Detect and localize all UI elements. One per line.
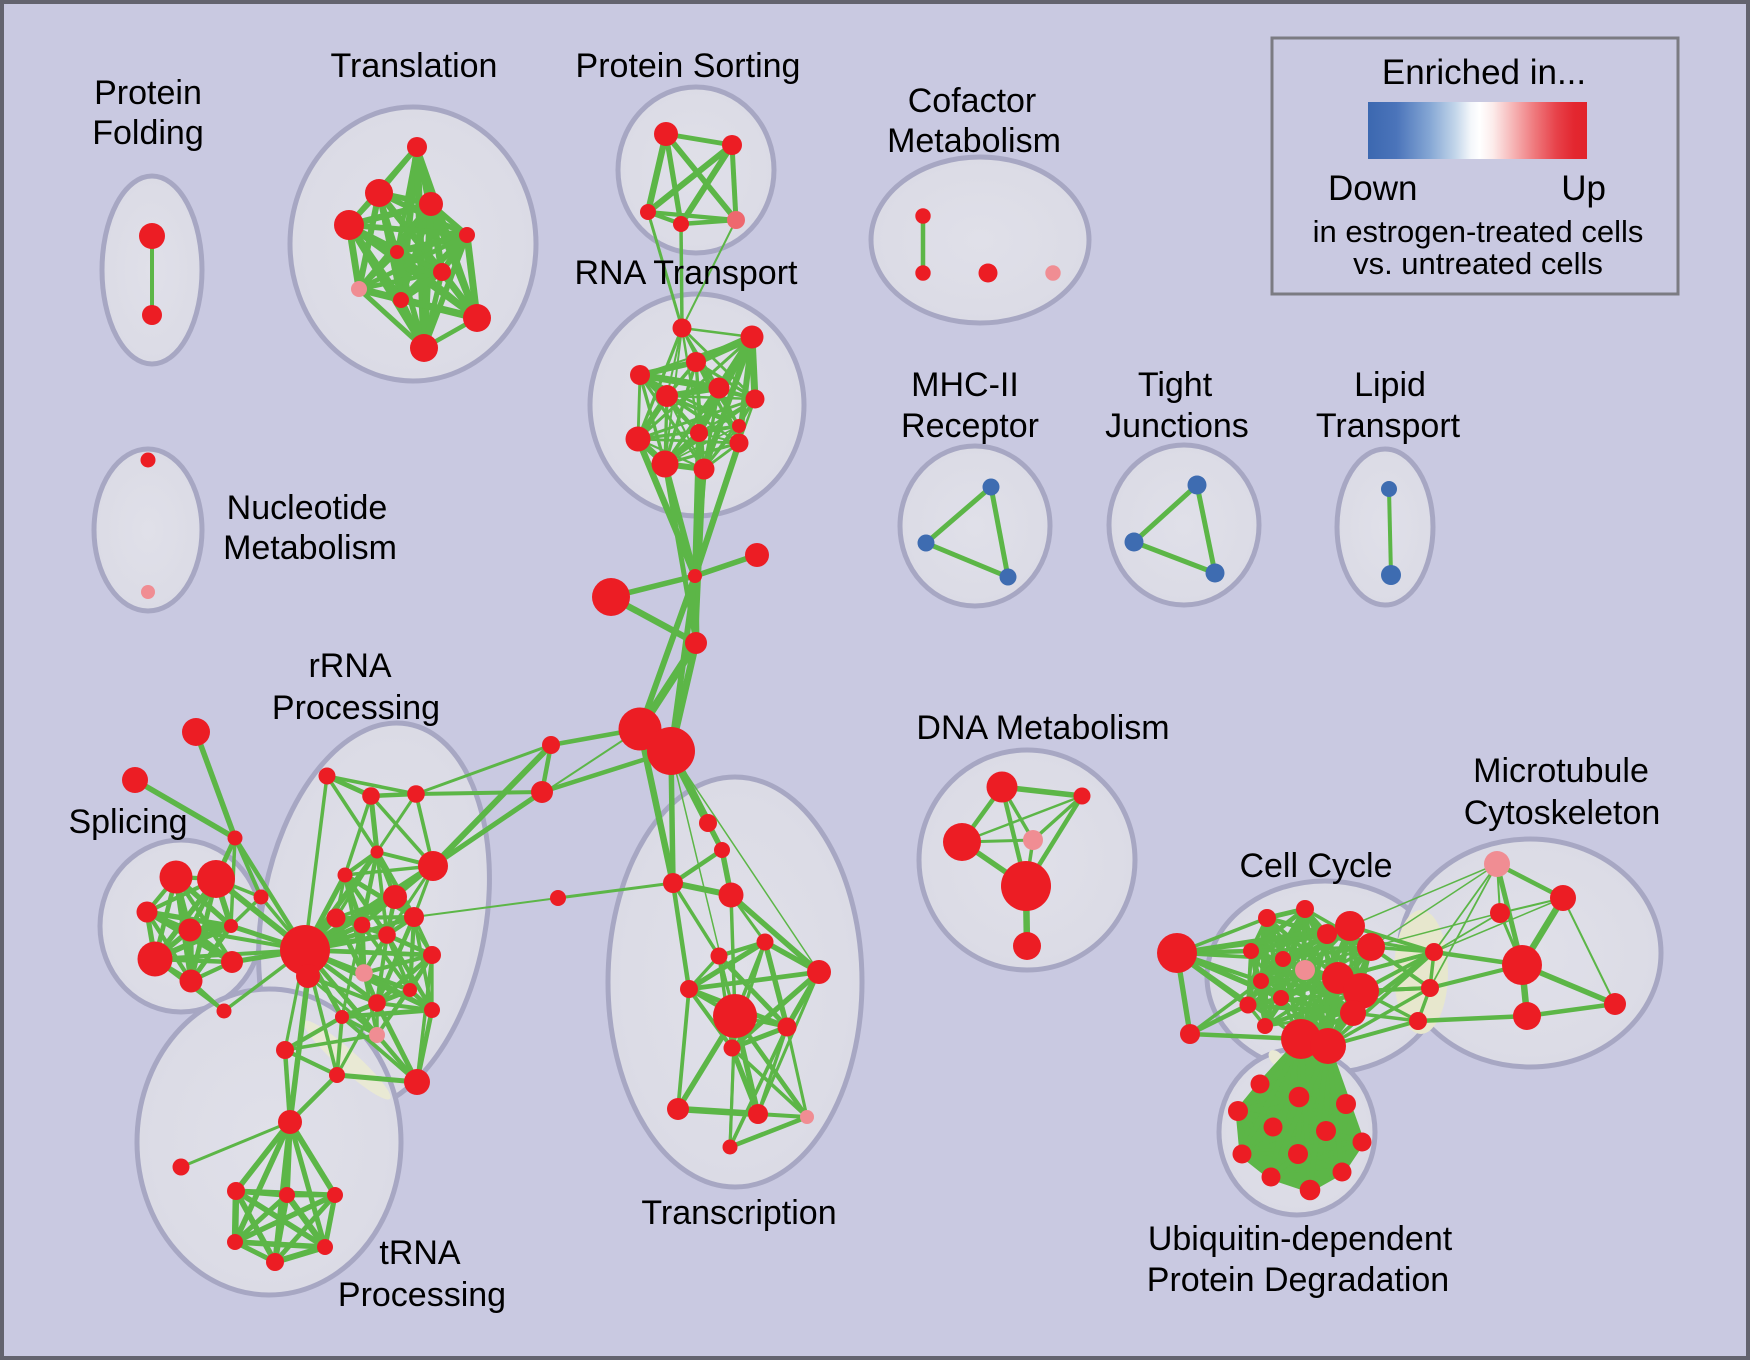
svg-text:Enriched in...: Enriched in... <box>1382 53 1586 92</box>
svg-text:Cofactor: Cofactor <box>908 82 1037 120</box>
svg-text:MHC-II: MHC-II <box>911 366 1019 404</box>
svg-text:Protein: Protein <box>94 74 202 112</box>
svg-text:rRNA: rRNA <box>308 647 391 685</box>
svg-text:Folding: Folding <box>92 114 204 152</box>
svg-text:Junctions: Junctions <box>1105 407 1249 445</box>
svg-text:Processing: Processing <box>272 689 440 727</box>
svg-text:RNA Transport: RNA Transport <box>575 254 799 292</box>
svg-text:Splicing: Splicing <box>68 803 187 841</box>
svg-text:Metabolism: Metabolism <box>223 529 397 567</box>
svg-text:DNA Metabolism: DNA Metabolism <box>916 709 1169 747</box>
svg-text:Receptor: Receptor <box>901 407 1039 445</box>
svg-text:Down: Down <box>1328 169 1417 208</box>
svg-text:vs. untreated cells: vs. untreated cells <box>1353 246 1603 281</box>
svg-text:in estrogen-treated cells: in estrogen-treated cells <box>1313 214 1644 249</box>
svg-text:Transcription: Transcription <box>641 1194 836 1232</box>
svg-text:Tight: Tight <box>1138 366 1213 404</box>
svg-text:Cell Cycle: Cell Cycle <box>1239 847 1392 885</box>
svg-text:Translation: Translation <box>331 47 498 85</box>
svg-text:tRNA: tRNA <box>379 1234 461 1272</box>
svg-text:Lipid: Lipid <box>1354 366 1426 404</box>
svg-text:Ubiquitin-dependent: Ubiquitin-dependent <box>1148 1220 1453 1258</box>
svg-text:Transport: Transport <box>1316 407 1461 445</box>
svg-text:Nucleotide: Nucleotide <box>227 489 388 527</box>
svg-text:Cytoskeleton: Cytoskeleton <box>1464 794 1661 832</box>
svg-text:Metabolism: Metabolism <box>887 122 1061 160</box>
svg-text:Up: Up <box>1561 169 1606 208</box>
svg-text:Protein Sorting: Protein Sorting <box>576 47 801 85</box>
svg-text:Microtubule: Microtubule <box>1473 752 1649 790</box>
svg-text:Protein Degradation: Protein Degradation <box>1147 1261 1449 1299</box>
svg-text:Processing: Processing <box>338 1276 506 1314</box>
